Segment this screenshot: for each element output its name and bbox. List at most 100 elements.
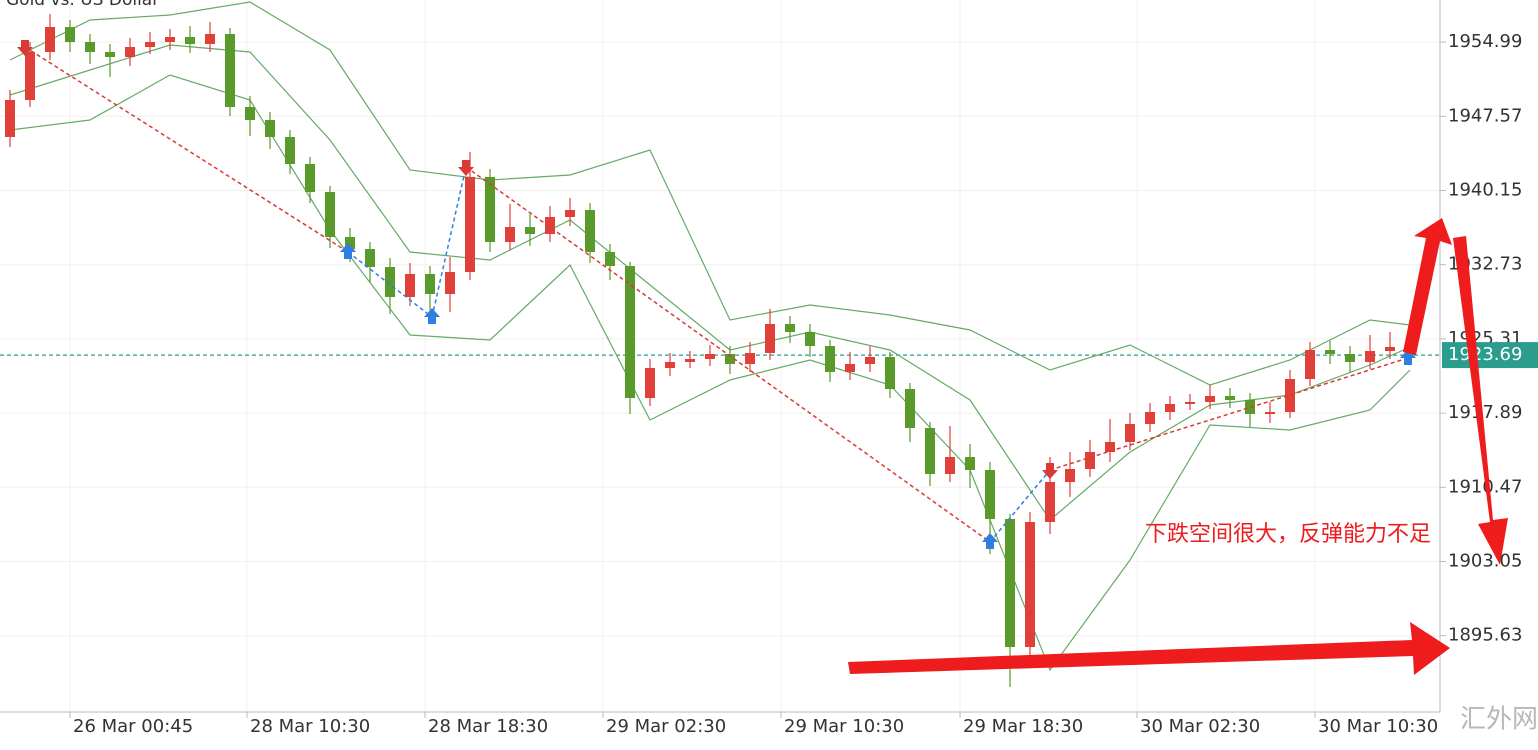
annotations: 下跌空间很大，反弹能力不足 xyxy=(848,218,1508,675)
candle-body xyxy=(305,164,315,192)
candle-body xyxy=(125,47,135,57)
candle-body xyxy=(145,42,155,47)
candle-body xyxy=(225,34,235,107)
candle-body xyxy=(705,354,715,359)
candle-body xyxy=(365,249,375,267)
candle-body xyxy=(1225,396,1235,400)
candle-body xyxy=(745,353,755,364)
candle-body xyxy=(685,359,695,362)
candle-body xyxy=(205,34,215,44)
candle-body xyxy=(605,252,615,266)
candle-body xyxy=(625,266,635,398)
x-tick-label: 30 Mar 10:30 xyxy=(1318,716,1438,737)
signal-link xyxy=(24,46,349,253)
buy-signal xyxy=(982,533,998,549)
signal-link xyxy=(431,166,467,318)
x-tick-label: 28 Mar 18:30 xyxy=(428,716,548,737)
y-tick-label: 1895.63 xyxy=(1448,625,1522,646)
candle-body xyxy=(945,457,955,474)
candle-body xyxy=(1165,404,1175,412)
y-tick-label: 1954.99 xyxy=(1448,31,1522,52)
candle-body xyxy=(465,177,475,272)
signals xyxy=(17,40,1416,549)
candle-body xyxy=(1185,402,1195,404)
candle-body xyxy=(45,27,55,52)
candle-body xyxy=(645,368,655,398)
candle-body xyxy=(665,362,675,368)
candles xyxy=(5,14,1415,687)
candle-body xyxy=(385,267,395,297)
sell-signal xyxy=(458,160,474,176)
arrow-right xyxy=(848,622,1450,675)
candle-body xyxy=(1085,452,1095,469)
candle-body xyxy=(1005,519,1015,647)
candle-body xyxy=(1245,400,1255,414)
candle-body xyxy=(345,237,355,249)
candle-body xyxy=(25,52,35,100)
y-tick-label: 1917.89 xyxy=(1448,402,1522,423)
y-tick-label: 1903.05 xyxy=(1448,551,1522,572)
candle-body xyxy=(785,324,795,332)
candle-body xyxy=(485,177,495,242)
y-tick-label: 1910.47 xyxy=(1448,476,1522,497)
y-tick-label: 1947.57 xyxy=(1448,105,1522,126)
candle-body xyxy=(585,210,595,252)
candle-body xyxy=(1285,379,1295,412)
candle-body xyxy=(1025,522,1035,647)
candle-body xyxy=(285,137,295,164)
candle-body xyxy=(505,227,515,242)
candle-body xyxy=(985,470,995,519)
candle-body xyxy=(1345,354,1355,362)
x-tick-label: 26 Mar 00:45 xyxy=(73,716,193,737)
signal-link xyxy=(989,469,1051,543)
x-tick-label: 30 Mar 02:30 xyxy=(1140,716,1260,737)
x-tick-label: 29 Mar 10:30 xyxy=(784,716,904,737)
candle-body xyxy=(905,389,915,428)
y-tick-label: 1940.15 xyxy=(1448,180,1522,201)
candle-body xyxy=(1265,412,1275,414)
x-tick-label: 29 Mar 18:30 xyxy=(963,716,1083,737)
candle-body xyxy=(1325,350,1335,354)
buy-signal xyxy=(424,308,440,324)
last-price-label: 1923.69 xyxy=(1448,344,1522,365)
signal-link xyxy=(347,251,433,318)
candle-body xyxy=(865,357,875,364)
candle-body xyxy=(1125,424,1135,442)
x-tick-label: 29 Mar 02:30 xyxy=(606,716,726,737)
candle-body xyxy=(5,100,15,137)
candle-body xyxy=(725,354,735,364)
sell-signal xyxy=(1042,463,1058,479)
candle-body xyxy=(405,274,415,297)
candle-body xyxy=(765,324,775,353)
candle-body xyxy=(1105,442,1115,452)
candle-body xyxy=(165,37,175,42)
candle-body xyxy=(965,457,975,470)
candle-body xyxy=(545,217,555,234)
candle-body xyxy=(1045,482,1055,522)
candle-body xyxy=(1365,351,1375,362)
chart-title: Gold vs. US Dollar xyxy=(6,0,159,10)
candle-body xyxy=(1145,412,1155,424)
arrow-down xyxy=(1453,236,1508,565)
candle-body xyxy=(525,227,535,234)
last-price-box xyxy=(1442,342,1538,369)
candle-body xyxy=(805,332,815,346)
candle-body xyxy=(325,192,335,237)
candle-body xyxy=(565,210,575,217)
candle-body xyxy=(845,364,855,372)
signal-link xyxy=(465,166,991,543)
buy-signal xyxy=(340,243,356,259)
candle-body xyxy=(1065,469,1075,482)
buy-signal xyxy=(1400,349,1416,365)
candle-body xyxy=(185,37,195,44)
candle-body xyxy=(1205,396,1215,402)
arrow-up xyxy=(1403,218,1452,355)
candle-body xyxy=(85,42,95,52)
candle-body xyxy=(65,27,75,42)
watermark: 汇外网 xyxy=(1460,705,1538,735)
candle-body xyxy=(925,428,935,474)
grid xyxy=(0,0,1440,712)
candle-body xyxy=(825,346,835,372)
candle-body xyxy=(265,120,275,137)
